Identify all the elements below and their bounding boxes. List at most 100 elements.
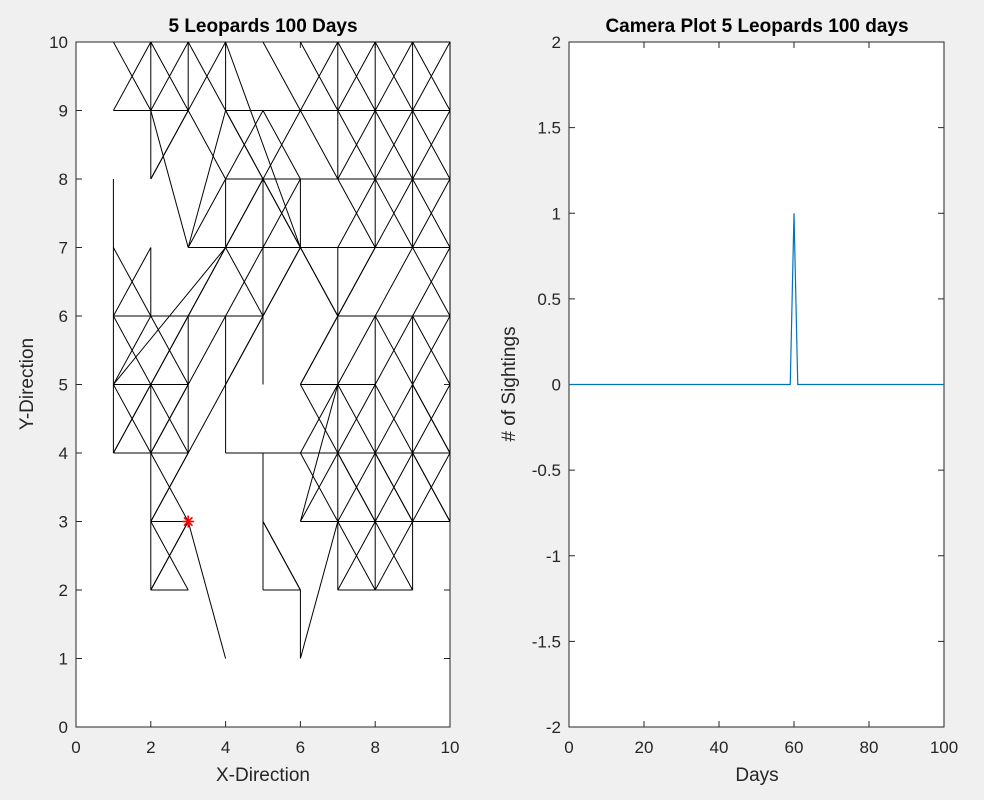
path-segment <box>112 384 152 454</box>
path-segment <box>337 521 376 591</box>
right-series <box>569 213 944 386</box>
path-segment <box>112 247 152 317</box>
y-tick-label: 5 <box>59 376 68 395</box>
path-segment <box>412 110 451 180</box>
x-tick-label: 10 <box>441 738 460 757</box>
y-tick-label: 3 <box>59 513 68 532</box>
path-segment <box>299 384 339 454</box>
x-tick-label: 100 <box>930 738 958 757</box>
x-tick-label: 40 <box>710 738 729 757</box>
path-segment <box>225 110 264 180</box>
path-segment <box>374 110 414 180</box>
path-segment <box>150 384 189 454</box>
right-axes: 0 20 40 60 80 100 -2 -1.5 -1 -0.5 0 0.5 1 1.5 2 Camera… <box>499 16 958 786</box>
y-tick-label: 6 <box>59 307 68 326</box>
path-segment <box>337 315 376 385</box>
left-y-axis-label: Y-Direction <box>17 338 38 430</box>
path-segment <box>374 521 414 591</box>
path-segment <box>112 315 152 385</box>
path-segment <box>113 247 226 385</box>
x-tick-label: 4 <box>221 738 230 757</box>
path-segment <box>112 41 152 111</box>
path-segment <box>299 247 339 317</box>
path-segment <box>225 41 301 248</box>
path-segment <box>374 41 414 111</box>
x-tick-label: 0 <box>71 738 80 757</box>
path-segment <box>337 384 376 454</box>
path-segment <box>412 384 451 454</box>
path-segment <box>299 384 339 522</box>
y-tick-label: 0 <box>59 718 68 737</box>
path-segment <box>150 110 189 180</box>
path-segment <box>412 178 451 248</box>
path-segment <box>374 178 414 248</box>
path-segment <box>412 247 451 317</box>
y-tick-label: 8 <box>59 170 68 189</box>
y-tick-label: 1 <box>59 650 68 669</box>
y-tick-label: 2 <box>59 581 68 600</box>
sighting-marker <box>182 515 195 528</box>
right-chart-title: Camera Plot 5 Leopards 100 days <box>605 16 908 37</box>
y-tick-label: 4 <box>59 444 68 463</box>
sightings-line <box>569 213 944 386</box>
path-segment <box>262 247 301 317</box>
left-chart-title: 5 Leopards 100 Days <box>168 16 357 37</box>
path-segment <box>262 521 301 591</box>
path-segment <box>187 247 227 317</box>
y-tick-label: 1 <box>552 204 561 223</box>
path-segment <box>225 178 264 248</box>
path-segment <box>299 41 339 111</box>
path-segment <box>299 452 339 522</box>
y-tick-label: 7 <box>59 239 68 258</box>
y-tick-label: 10 <box>49 33 68 52</box>
y-tick-label: -1.5 <box>532 632 561 651</box>
path-segment <box>337 452 376 522</box>
path-segment <box>412 452 451 522</box>
y-tick-label: 2 <box>552 33 561 52</box>
path-segment <box>187 110 227 248</box>
path-segment <box>299 521 339 659</box>
path-segment <box>262 110 301 180</box>
path-segment <box>299 315 339 385</box>
left-x-axis-label: X-Direction <box>216 765 310 786</box>
path-segment <box>262 178 301 248</box>
x-tick-label: 60 <box>785 738 804 757</box>
y-tick-label: -2 <box>546 718 561 737</box>
path-segment <box>150 41 189 111</box>
y-tick-label: 0.5 <box>537 290 561 309</box>
path-segment <box>412 315 451 385</box>
path-segment <box>412 41 451 111</box>
x-tick-label: 6 <box>296 738 305 757</box>
path-segment <box>150 452 189 522</box>
x-tick-label: 8 <box>370 738 379 757</box>
x-tick-label: 80 <box>860 738 879 757</box>
y-tick-label: -1 <box>546 547 561 566</box>
path-segment <box>225 247 264 317</box>
path-segment <box>374 384 414 454</box>
left-marker <box>182 515 195 528</box>
path-segment <box>374 247 414 317</box>
path-segment <box>337 178 376 248</box>
path-segment <box>187 41 227 111</box>
y-tick-label: 9 <box>59 102 68 121</box>
x-tick-label: 2 <box>146 738 155 757</box>
path-segment <box>187 110 227 180</box>
path-segment <box>337 41 376 111</box>
right-ticks: 0 20 40 60 80 100 -2 -1.5 -1 -0.5 0 0.5 1 1.5 2 <box>532 33 958 757</box>
left-paths <box>112 41 451 659</box>
x-tick-label: 0 <box>564 738 573 757</box>
right-y-axis-label: # of Sightings <box>499 326 520 441</box>
path-segment <box>337 110 376 180</box>
path-segment <box>374 452 414 522</box>
path-segment <box>150 110 189 248</box>
path-segment <box>299 110 339 180</box>
y-tick-label: 1.5 <box>537 119 561 138</box>
x-tick-label: 20 <box>635 738 654 757</box>
y-tick-label: 0 <box>552 376 561 395</box>
path-segment <box>150 521 189 591</box>
right-x-axis-label: Days <box>735 765 778 786</box>
path-segment <box>337 247 376 317</box>
path-segment <box>262 41 301 111</box>
